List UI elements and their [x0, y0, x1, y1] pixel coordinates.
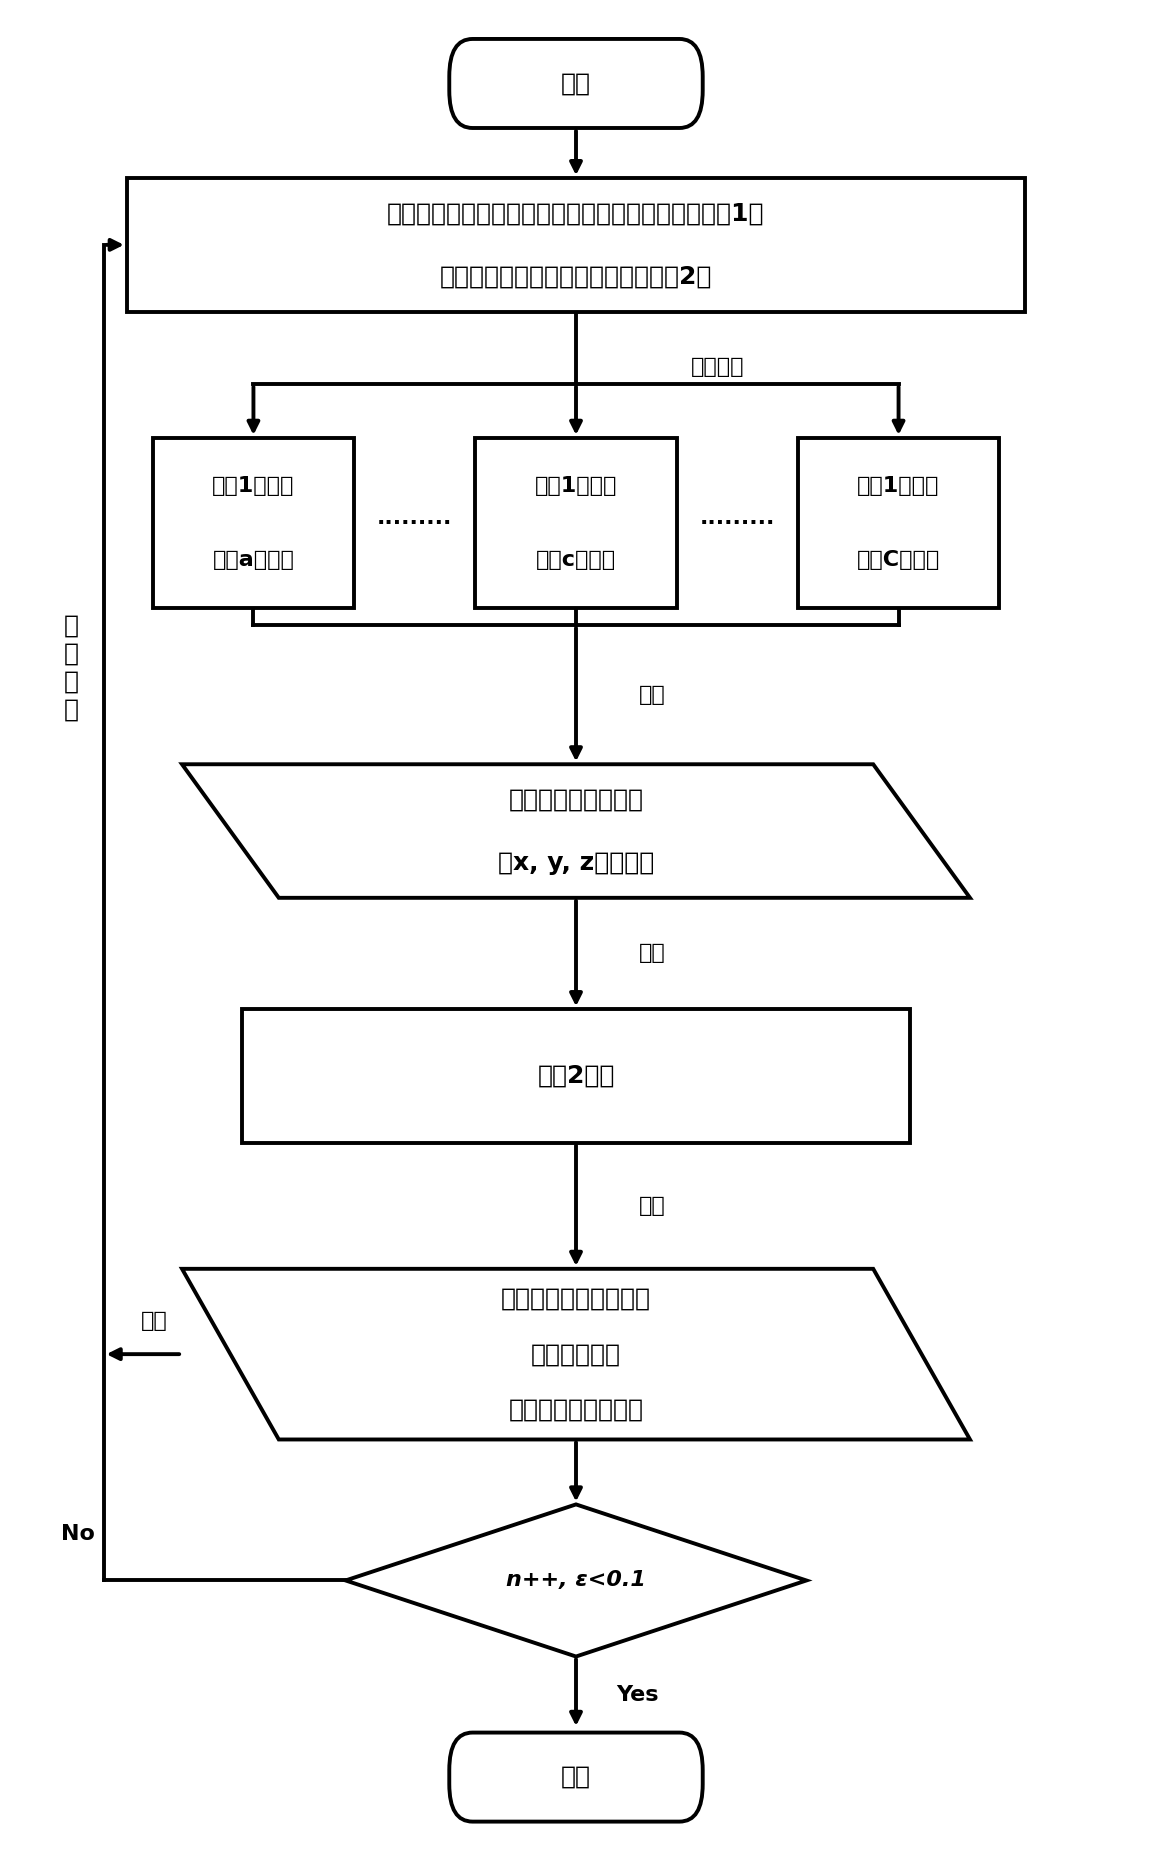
Text: 求出: 求出: [639, 684, 666, 705]
Text: 和全网仿真模拟线性优化模型（模型2）: 和全网仿真模拟线性优化模型（模型2）: [440, 265, 712, 288]
Polygon shape: [182, 1269, 970, 1439]
Text: 带入: 带入: [141, 1311, 168, 1330]
Text: ·········: ·········: [699, 514, 775, 532]
Bar: [127, 178, 1025, 312]
Text: 电网c）计算: 电网c）计算: [536, 551, 616, 569]
Text: 循
环
迭
代: 循 环 迭 代: [63, 614, 79, 722]
Bar: [242, 1009, 910, 1143]
Bar: [475, 438, 676, 608]
Polygon shape: [182, 764, 970, 898]
Text: 模型1（区域: 模型1（区域: [857, 477, 940, 495]
Text: 量x, y, z的优化解: 量x, y, z的优化解: [498, 851, 654, 874]
Text: n++, ε<0.1: n++, ε<0.1: [506, 1571, 646, 1590]
FancyBboxPatch shape: [449, 1733, 703, 1822]
Text: 区域间联络线传输功率: 区域间联络线传输功率: [501, 1287, 651, 1310]
Text: 电网C）计算: 电网C）计算: [857, 551, 940, 569]
Text: No: No: [61, 1525, 96, 1543]
FancyBboxPatch shape: [449, 39, 703, 128]
Text: 开始: 开始: [561, 72, 591, 95]
Text: 带入: 带入: [639, 944, 666, 963]
Text: 模型1（区域: 模型1（区域: [212, 477, 295, 495]
Text: 结束: 结束: [561, 1766, 591, 1788]
Bar: [152, 438, 355, 608]
Text: ·········: ·········: [377, 514, 453, 532]
Text: 光伏发电功率优化解: 光伏发电功率优化解: [508, 1399, 644, 1421]
Text: 构建区域电网分区仿真模拟混合整数优化模型（模型1）: 构建区域电网分区仿真模拟混合整数优化模型（模型1）: [387, 202, 765, 224]
Bar: [797, 438, 999, 608]
Text: 风电发电功率: 风电发电功率: [531, 1343, 621, 1365]
Text: 各机组启停机状态变: 各机组启停机状态变: [508, 788, 644, 811]
Text: Yes: Yes: [616, 1684, 659, 1705]
Text: 模型1（区域: 模型1（区域: [535, 477, 617, 495]
Text: 并行计算: 并行计算: [691, 358, 744, 377]
Text: 模型2计算: 模型2计算: [537, 1065, 615, 1087]
Text: 电网a）计算: 电网a）计算: [212, 551, 295, 569]
Text: 求出: 求出: [639, 1196, 666, 1215]
Polygon shape: [346, 1504, 806, 1657]
